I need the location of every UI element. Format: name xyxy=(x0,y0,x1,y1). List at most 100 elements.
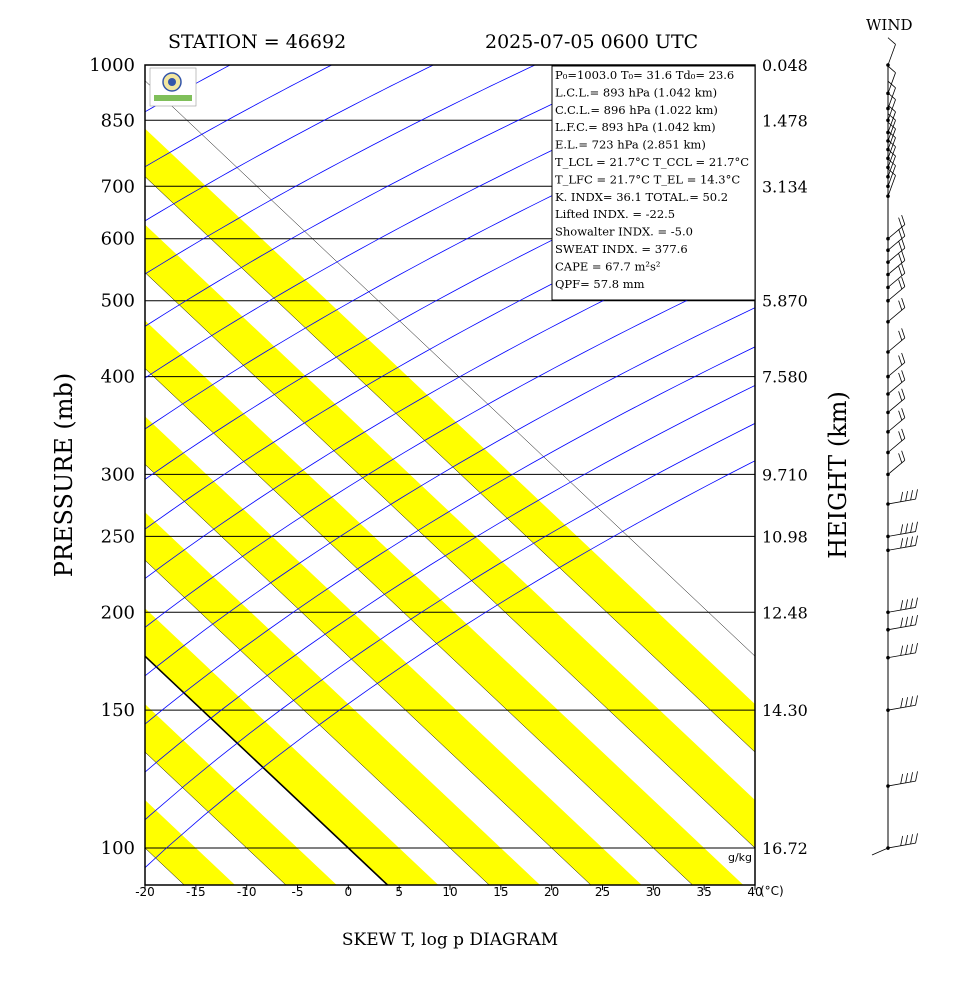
wind-barb-flag xyxy=(905,523,908,534)
x-tick-label: 30 xyxy=(646,885,661,899)
height-tick-label: 9.710 xyxy=(762,465,808,484)
wind-barb-flag xyxy=(905,616,908,627)
wind-barb-flag xyxy=(887,104,896,113)
x-tick-label: -20 xyxy=(135,885,155,899)
isotherm-band xyxy=(145,608,439,885)
wind-barb-flag xyxy=(887,37,896,45)
logo xyxy=(149,67,197,107)
y-axis-title: PRESSURE (mb) xyxy=(50,373,78,578)
height-tick-label: 7.580 xyxy=(762,368,808,387)
mixing-ratio-line xyxy=(0,48,13,474)
wind-barb-flag xyxy=(900,617,904,628)
height-tick-label: 1.478 xyxy=(762,111,808,130)
wind-barb-flag xyxy=(898,229,903,239)
wind-barb xyxy=(887,146,896,168)
dry-adiabat xyxy=(145,460,755,869)
datetime-label: 2025-07-05 0600 UTC xyxy=(485,31,698,53)
wind-barb-flag xyxy=(898,431,903,442)
wind-barbs xyxy=(871,37,918,856)
wind-barb-flag xyxy=(901,276,906,287)
wind-barb-flag xyxy=(905,537,908,548)
wind-barb-flag xyxy=(898,372,903,383)
x-tick-label: 35 xyxy=(697,885,712,899)
wind-barb-flag xyxy=(915,695,918,706)
isotherm-line xyxy=(0,0,24,1000)
wind-barb-flag xyxy=(915,489,918,500)
wind-barb-flag xyxy=(915,521,918,532)
wind-barb-flag xyxy=(900,645,904,656)
x-tick-label: 0 xyxy=(345,885,353,899)
index-line: SWEAT INDX. = 377.6 xyxy=(555,242,688,256)
wind-barb xyxy=(887,165,896,187)
isotherm-band xyxy=(145,800,236,885)
indices-box xyxy=(551,65,756,301)
wind-barb xyxy=(887,438,906,453)
wind-barb-flag xyxy=(901,428,906,439)
pressure-tick-label: 850 xyxy=(101,110,135,131)
wind-barb xyxy=(887,247,906,263)
station-label: STATION = 46692 xyxy=(168,31,346,53)
wind-barb-flag xyxy=(901,352,906,363)
wind-barb-flag xyxy=(901,370,906,381)
isotherm-line xyxy=(145,368,693,885)
height-tick-label: 0.048 xyxy=(762,56,808,75)
pressure-tick-label: 400 xyxy=(101,367,135,388)
dry-adiabat xyxy=(145,346,755,725)
wind-barb xyxy=(887,337,906,353)
wind-barb xyxy=(887,780,916,787)
wind-barb-flag xyxy=(901,328,906,338)
wind-barb xyxy=(887,44,896,66)
wind-barb-flag xyxy=(910,643,913,654)
wind-barb-flag xyxy=(901,263,906,274)
wind-barb xyxy=(887,652,916,659)
wind-barb-flag xyxy=(898,217,903,228)
wind-barb-flag xyxy=(915,597,918,608)
dry-adiabat xyxy=(145,65,536,275)
index-line: Lifted INDX. = -22.5 xyxy=(555,207,675,221)
wind-barb xyxy=(887,531,916,537)
wind-barb-flag xyxy=(905,491,908,501)
wind-barb xyxy=(887,498,916,505)
wind-barb-flag xyxy=(898,410,903,421)
wind-barb xyxy=(887,704,916,711)
x-tick-label: 5 xyxy=(395,885,403,899)
wind-barb-flag xyxy=(898,391,903,401)
index-line: T_LCL = 21.7°C T_CCL = 21.7°C xyxy=(555,155,749,169)
height-tick-label: 12.48 xyxy=(762,603,808,622)
isotherm-line xyxy=(145,655,389,885)
wind-barb-flag xyxy=(901,388,906,399)
wind-barb-flag xyxy=(901,238,906,249)
wind-barb-flag xyxy=(900,524,904,535)
wind-barb xyxy=(887,224,906,240)
pressure-tick-label: 300 xyxy=(101,464,135,485)
wind-barb-flag xyxy=(905,697,908,708)
wind-barb-flag xyxy=(898,266,903,276)
wind-barb xyxy=(887,624,916,631)
wind-barb-flag xyxy=(910,490,913,501)
wind-barb-flag xyxy=(898,453,903,463)
wind-barb xyxy=(887,842,916,849)
wind-barb-flag xyxy=(900,773,904,784)
isotherm-band xyxy=(145,320,744,885)
wind-barb-flag xyxy=(900,697,904,708)
x-tick-label: -5 xyxy=(292,885,304,899)
diagram-title: SKEW T, log p DIAGRAM xyxy=(342,930,558,950)
x-tick-label: 25 xyxy=(595,885,610,899)
x-tick-label: 10 xyxy=(442,885,457,899)
x-tick-label: -15 xyxy=(186,885,206,899)
wind-barb-flag xyxy=(910,522,913,533)
wind-barb-flag xyxy=(915,833,918,844)
wind-barb-flag xyxy=(905,599,908,610)
wind-barb-flag xyxy=(900,491,904,502)
height-tick-label: 10.98 xyxy=(762,527,808,546)
pressure-tick-label: 150 xyxy=(101,700,135,721)
wind-barb-flag xyxy=(901,450,906,461)
dry-adiabat xyxy=(145,65,333,168)
wind-barb-flag xyxy=(915,535,918,546)
wind-barb xyxy=(887,307,906,323)
index-line: P₀=1003.0 T₀= 31.6 Td₀= 23.6 xyxy=(555,68,734,82)
isotherm-band xyxy=(145,416,642,885)
